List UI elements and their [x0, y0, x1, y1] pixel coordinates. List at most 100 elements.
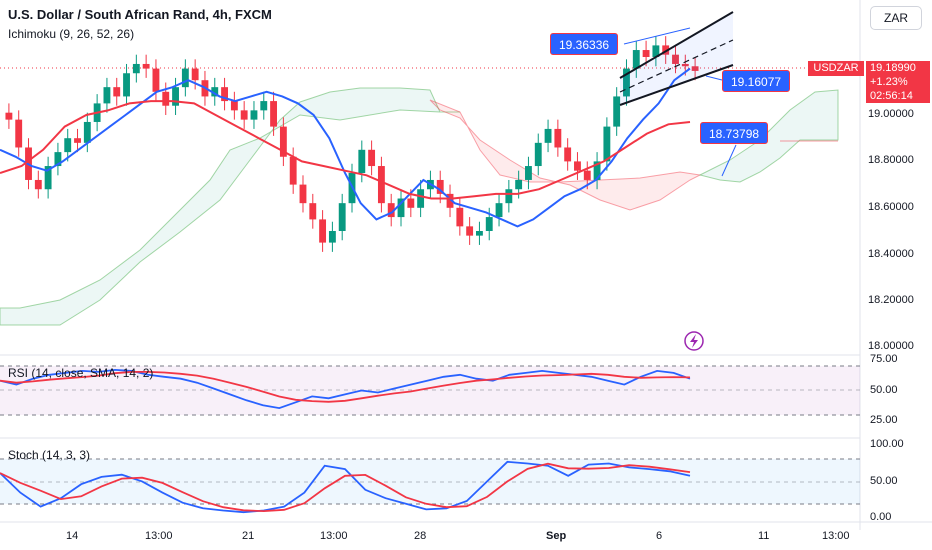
candle-body	[681, 63, 689, 67]
candle-body	[132, 63, 140, 74]
candle-body	[211, 87, 219, 97]
stoch-label[interactable]: Stoch (14, 3, 3)	[8, 448, 91, 462]
y-tick: 18.60000	[868, 201, 914, 213]
candle-body	[642, 50, 650, 57]
lightning-icon[interactable]	[684, 331, 704, 351]
x-tick: 13:00	[822, 530, 850, 542]
tenkan-sen-line	[0, 67, 691, 228]
y-tick: 18.40000	[868, 248, 914, 260]
x-tick: 28	[414, 530, 427, 542]
callout-pointer-1	[623, 27, 691, 45]
candle-body	[34, 179, 42, 190]
candle-body	[123, 73, 130, 97]
price-callout-3[interactable]: 18.73798	[700, 122, 769, 144]
candle-body	[319, 219, 327, 243]
stoch-d-line	[0, 462, 691, 513]
candle-body	[672, 54, 679, 64]
candle-body	[54, 152, 62, 167]
kumo-green-cloud	[0, 87, 460, 326]
candle-body	[74, 138, 81, 143]
candle-body	[583, 170, 591, 180]
candle-body	[603, 126, 611, 162]
callout-pointer-2	[705, 75, 723, 81]
candle-body	[446, 193, 454, 208]
bar-countdown: 02:56:14	[870, 90, 913, 102]
channel-fill	[620, 12, 733, 105]
rsi-label[interactable]: RSI (14, close, SMA, 14, 2)	[8, 366, 154, 380]
candle-body	[593, 161, 601, 180]
x-tick: Sep	[546, 530, 567, 542]
last-price-box: 19.18990 +1.23% 02:56:14	[866, 61, 930, 103]
candle-body	[495, 203, 503, 218]
candle-body	[142, 63, 150, 69]
candle-body	[613, 96, 621, 127]
candle-body	[466, 226, 474, 236]
last-price: 19.18990	[870, 62, 916, 74]
candle-body	[436, 179, 444, 194]
x-tick: 6	[656, 530, 663, 542]
candle-body	[358, 149, 366, 173]
indicator-label[interactable]: Ichimoku (9, 26, 52, 26)	[8, 27, 135, 41]
candle-body	[162, 91, 170, 106]
chart-title: U.S. Dollar / South African Rand, 4h, FX…	[8, 7, 272, 22]
rsi-y-tick: 75.00	[870, 353, 898, 365]
y-tick: 18.80000	[868, 154, 914, 166]
candle-body	[83, 121, 91, 143]
candle-body	[691, 66, 699, 71]
candle-body	[172, 87, 179, 106]
kijun-sen-line	[0, 100, 691, 200]
candle-body	[397, 198, 405, 218]
channel-lower	[619, 64, 734, 106]
candle-body	[5, 112, 13, 120]
candle-body	[534, 142, 542, 167]
candle-body	[505, 189, 513, 204]
candle-body	[181, 68, 189, 88]
rsi-ma-line	[0, 370, 691, 403]
x-tick: 21	[242, 530, 255, 542]
price-callout-1[interactable]: 19.36336	[550, 33, 619, 55]
x-tick: 13:00	[145, 530, 173, 542]
candle-body	[113, 87, 121, 97]
candle-body	[230, 101, 238, 111]
rsi-y-tick: 25.00	[870, 414, 898, 426]
candle-body	[515, 179, 523, 190]
candle-body	[152, 68, 160, 92]
channel-upper	[619, 11, 734, 79]
candle-body	[652, 45, 660, 57]
candle-body	[456, 207, 464, 227]
candle-body	[309, 203, 317, 220]
stoch-y-tick: 0.00	[870, 511, 892, 523]
candle-body	[544, 128, 552, 143]
candle-body	[662, 45, 670, 55]
candle-body	[368, 149, 376, 167]
candle-body	[191, 68, 199, 81]
candle-body	[240, 110, 248, 120]
candle-body	[632, 50, 640, 69]
candle-body	[103, 87, 111, 104]
candle-body	[485, 217, 493, 231]
candle-body	[279, 126, 287, 157]
candle-body	[15, 119, 23, 148]
candle-body	[44, 166, 52, 190]
candle-body	[574, 161, 581, 171]
x-tick: 14	[66, 530, 79, 542]
price-callout-2[interactable]: 19.16077	[722, 70, 791, 92]
currency-selector[interactable]: ZAR	[870, 6, 922, 30]
x-tick: 11	[758, 530, 770, 542]
candle-body	[417, 189, 425, 208]
symbol-tag: USDZAR	[808, 61, 864, 76]
y-tick: 19.00000	[868, 108, 914, 120]
candle-body	[377, 166, 385, 204]
kumo-red-cloud	[429, 99, 702, 211]
price-change: +1.23%	[870, 76, 908, 88]
candle-body	[338, 203, 346, 231]
callout-pointer-3	[721, 144, 737, 177]
candle-body	[554, 128, 562, 148]
stoch-y-tick: 100.00	[870, 438, 904, 450]
candle-body	[221, 87, 228, 102]
candle-body	[328, 231, 336, 243]
candle-body	[270, 101, 278, 127]
candle-body	[525, 166, 532, 180]
y-tick: 18.20000	[868, 294, 914, 306]
